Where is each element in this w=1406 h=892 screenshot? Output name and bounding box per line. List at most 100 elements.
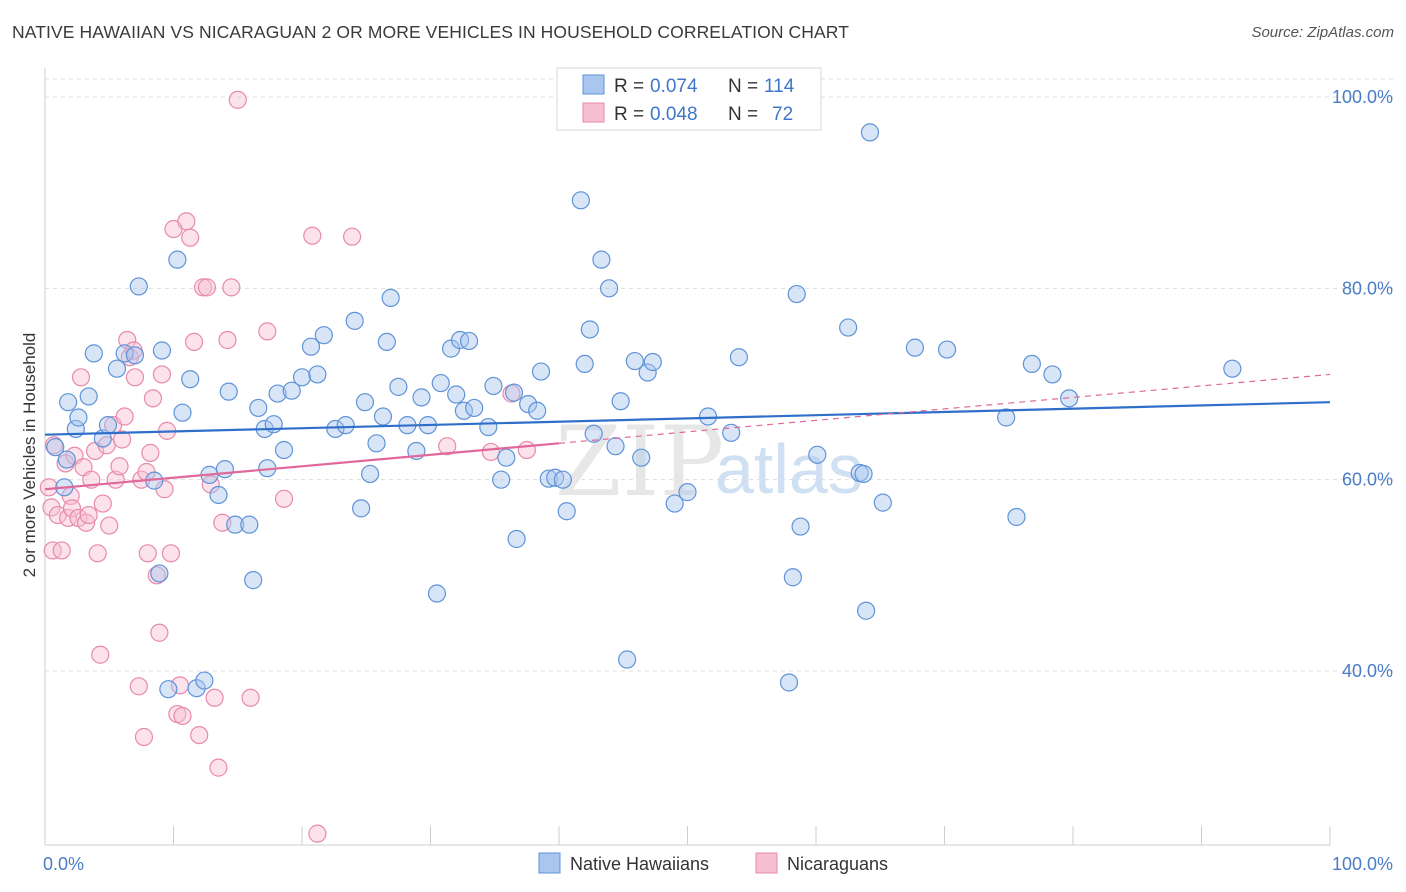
- nicaraguans-point: [134, 727, 154, 747]
- nicaraguans-trend-line: [44, 442, 560, 491]
- native-hawaiians-point: [173, 403, 192, 422]
- trend-lines: [44, 373, 1331, 491]
- nicaraguans-point: [143, 389, 163, 408]
- native-hawaiians-point: [187, 679, 206, 698]
- legend-r-value-blue: 0.074: [650, 76, 698, 97]
- native-hawaiians-point: [665, 494, 684, 513]
- nicaraguans-point: [308, 824, 327, 843]
- native-hawaiians-point: [69, 408, 88, 427]
- legend-n-label-pink: N =: [728, 104, 758, 125]
- nicaraguans-point: [343, 227, 362, 246]
- source-label: Source: ZipAtlas.com: [1251, 24, 1394, 41]
- native-hawaiians-point: [352, 499, 371, 518]
- legend-n-value-blue: 114: [764, 76, 795, 97]
- watermark-zip: ZIP: [555, 406, 724, 518]
- bottom-legend-swatch-blue: [538, 852, 561, 874]
- x-tick-labels: 0.0% 100.0%: [43, 854, 1393, 874]
- chart-title: NATIVE HAWAIIAN VS NICARAGUAN 2 OR MORE …: [12, 22, 850, 42]
- native-hawaiians-point: [997, 408, 1016, 427]
- x-tick-label: 0.0%: [43, 854, 84, 874]
- nicaraguans-point: [93, 494, 112, 513]
- y-tick-label: 100.0%: [1332, 87, 1393, 107]
- native-hawaiians-point: [854, 464, 873, 484]
- native-hawaiians-point: [1223, 359, 1242, 378]
- nicaraguans-point: [59, 508, 78, 528]
- nicaraguans-point: [71, 368, 91, 387]
- nicaraguans-point: [181, 228, 200, 247]
- nicaraguans-point: [125, 368, 145, 387]
- bottom-legend-label-pink: Nicaraguans: [787, 854, 888, 874]
- native-hawaiians-point: [484, 376, 503, 396]
- watermark-atlas: atlas: [715, 430, 863, 508]
- native-hawaiians-point: [373, 407, 393, 426]
- nicaraguans-point: [100, 516, 119, 535]
- native-hawaiians-point: [557, 502, 576, 521]
- nicaraguans-point: [173, 706, 192, 726]
- legend-r-label-blue: R =: [614, 76, 644, 97]
- nicaraguans-point: [303, 226, 322, 245]
- legend-n-value-pink: 72: [772, 104, 793, 125]
- nicaraguans-point: [129, 677, 148, 696]
- native-hawaiians-point: [454, 401, 474, 420]
- native-hawaiians-point: [431, 373, 450, 393]
- native-hawaiians-point: [479, 417, 498, 437]
- legend-r-value-pink: 0.048: [650, 104, 698, 125]
- nicaraguans-point: [228, 90, 247, 109]
- nicaraguans-point: [88, 544, 107, 563]
- native-hawaiians-point: [571, 191, 590, 210]
- native-hawaiians-point: [539, 469, 558, 488]
- native-hawaiians-point: [84, 344, 103, 363]
- x-tick-label: 100.0%: [1332, 854, 1393, 874]
- native-hawaiians-point: [57, 450, 76, 469]
- native-hawaiians-point: [129, 277, 148, 296]
- nicaraguans-point: [205, 688, 224, 707]
- native-hawaiians-point: [783, 568, 802, 587]
- nicaraguans-point: [209, 758, 228, 777]
- nicaraguans-point: [193, 278, 213, 297]
- native-hawaiians-trend-line: [44, 401, 1331, 436]
- nicaraguans-point: [150, 623, 169, 642]
- nicaraguans-point: [115, 407, 134, 426]
- native-hawaiians-point: [643, 352, 662, 372]
- nicaraguans-point: [79, 505, 98, 525]
- native-hawaiians-point: [1007, 507, 1026, 527]
- nicaraguans-point: [258, 322, 277, 341]
- native-hawaiians-point: [839, 318, 858, 337]
- native-hawaiians-point: [301, 337, 321, 356]
- y-tick-labels: 40.0% 60.0% 80.0% 100.0%: [1332, 87, 1393, 681]
- nicaraguans-point: [161, 544, 181, 563]
- bottom-legend-label-blue: Native Hawaiians: [570, 854, 709, 874]
- native-hawaiians-point: [504, 383, 524, 402]
- native-hawaiians-point: [905, 338, 925, 357]
- native-hawaiians-point: [249, 398, 268, 418]
- native-hawaiians-point: [791, 517, 810, 536]
- native-hawaiians-point: [632, 448, 651, 467]
- legend-swatch-blue: [582, 74, 605, 95]
- native-hawaiians-point: [465, 398, 484, 418]
- native-hawaiians-point: [779, 673, 799, 692]
- legend-swatch-pink: [582, 102, 605, 123]
- bottom-legend: Native Hawaiians Nicaraguans: [538, 852, 888, 874]
- native-hawaiians-point: [787, 284, 806, 304]
- native-hawaiians-point: [381, 288, 400, 307]
- native-hawaiians-point: [459, 331, 479, 351]
- nicaraguans-point: [62, 499, 82, 518]
- native-hawaiians-point: [367, 434, 386, 453]
- native-hawaiians-point: [79, 387, 98, 406]
- native-hawaiians-point: [937, 340, 957, 359]
- nicaraguans-point: [197, 278, 217, 297]
- native-hawaiians-point: [447, 385, 466, 404]
- native-hawaiians-point: [611, 392, 630, 411]
- native-hawaiians-point: [209, 485, 228, 505]
- legend-box: R = 0.074 N = 114 R = 0.048 N = 72: [556, 67, 822, 131]
- native-hawaiians-point: [159, 680, 178, 699]
- native-hawaiians-point: [274, 440, 294, 460]
- native-hawaiians-point: [497, 448, 516, 467]
- native-hawaiians-point: [150, 564, 169, 583]
- nicaraguans-point: [190, 725, 209, 745]
- axes: [44, 68, 1331, 846]
- nicaraguans-points: [39, 90, 536, 843]
- native-hawaiians-point: [1043, 365, 1062, 384]
- native-hawaiians-point: [575, 354, 594, 374]
